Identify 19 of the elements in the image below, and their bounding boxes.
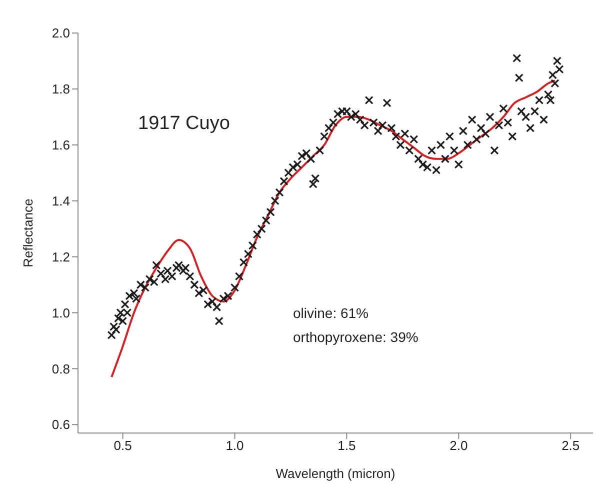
y-tick-label: 0.8 [52, 361, 70, 376]
y-axis-title: Reflectance [20, 198, 36, 268]
x-tick-label: 2.5 [562, 438, 580, 454]
y-tick-label: 1.0 [52, 305, 70, 320]
x-tick-label: 2.0 [450, 438, 468, 454]
y-tick-label: 1.6 [52, 138, 70, 153]
x-tick-label: 1.5 [338, 438, 356, 454]
annotation: orthopyroxene: 39% [293, 329, 418, 345]
x-tick-label: 0.5 [114, 438, 132, 454]
y-tick-label: 1.4 [52, 193, 70, 208]
x-axis-title: Wavelength (micron) [276, 466, 396, 481]
y-tick-label: 2.0 [52, 26, 70, 41]
annotation: olivine: 61% [293, 305, 368, 321]
x-tick-label: 1.0 [226, 438, 244, 454]
line-series [110, 80, 556, 378]
y-tick-label: 1.2 [52, 249, 70, 264]
annotation: 1917 Cuyo [138, 113, 230, 135]
y-tick-label: 1.8 [52, 82, 70, 97]
y-tick-label: 0.6 [52, 417, 70, 432]
